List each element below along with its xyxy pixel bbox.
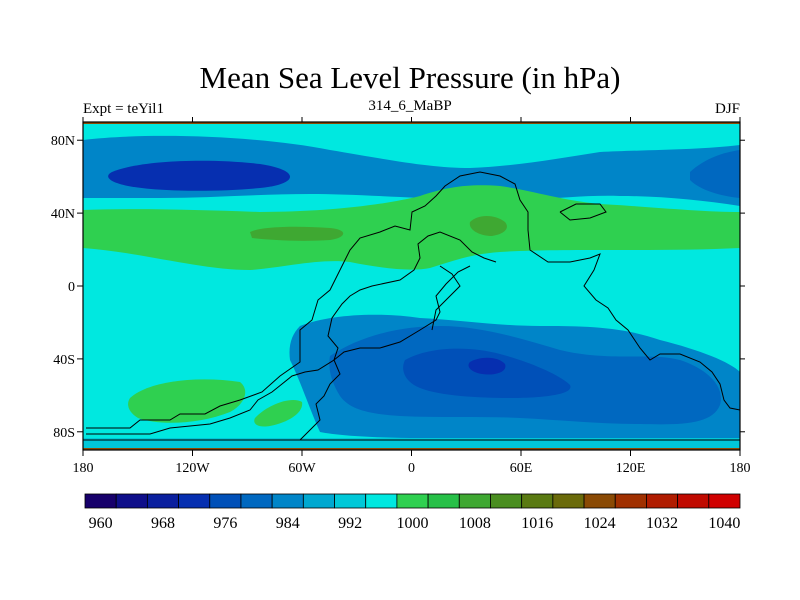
- map-area: [83, 122, 740, 450]
- season-label: DJF: [715, 101, 740, 117]
- x-tick-label: 120E: [616, 461, 646, 476]
- colorbar-swatch: [209, 493, 242, 509]
- colorbar-swatch: [552, 493, 585, 509]
- colorbar-swatch: [646, 493, 679, 509]
- x-tick-label: 120W: [175, 461, 210, 476]
- contour-north-low-core-outer: [108, 160, 290, 191]
- contour-south-low-core-inner: [468, 357, 506, 375]
- colorbar-label: 1040: [708, 515, 740, 532]
- colorbar-label: 960: [89, 515, 113, 532]
- x-tick-label: 60W: [288, 461, 316, 476]
- colorbar-swatch: [178, 493, 211, 509]
- x-axis: 180 120W 60W 0 60E 120E 180: [73, 117, 751, 476]
- colorbar-label: 976: [213, 515, 237, 532]
- colorbar-label: 1016: [521, 515, 553, 532]
- colorbar: 960 968 976 984 992 1000 1008 1016 1024 1032 1040: [84, 493, 741, 532]
- colorbar-label: 1032: [646, 515, 678, 532]
- colorbar-label: 1008: [459, 515, 491, 532]
- experiment-label: Expt = teYil1: [83, 101, 164, 117]
- colorbar-label: 992: [338, 515, 362, 532]
- contour-south-edge-band: [83, 438, 740, 450]
- colorbar-swatch: [490, 493, 523, 509]
- colorbar-label: 1000: [397, 515, 429, 532]
- colorbar-swatch: [427, 493, 460, 509]
- x-tick-label: 180: [73, 461, 94, 476]
- colorbar-swatch: [365, 493, 398, 509]
- contour-north-high-belt: [83, 185, 740, 270]
- y-tick-label: 40S: [53, 353, 75, 368]
- contour-south-high-west: [128, 379, 246, 423]
- x-tick-label: 0: [408, 461, 415, 476]
- colorbar-swatch: [677, 493, 710, 509]
- colorbar-swatch: [84, 493, 117, 509]
- y-tick-label: 0: [68, 280, 75, 295]
- colorbar-swatch: [396, 493, 429, 509]
- coastline-south-continent: [299, 265, 471, 441]
- contour-north-low-core-east: [690, 150, 740, 198]
- y-tick-label: 40N: [51, 207, 75, 222]
- colorbar-swatch: [240, 493, 273, 509]
- colorbar-label: 968: [151, 515, 175, 532]
- colorbar-swatch: [708, 493, 741, 509]
- coastline-outline: [83, 171, 740, 441]
- bottom-edge-line: [83, 448, 740, 450]
- contour-north-high-cell-east: [469, 216, 507, 236]
- colorbar-swatch: [458, 493, 491, 509]
- colorbar-swatch: [614, 493, 647, 509]
- y-tick-label: 80S: [53, 426, 75, 441]
- colorbar-swatch: [583, 493, 616, 509]
- colorbar-label: 984: [276, 515, 300, 532]
- top-edge-line: [83, 122, 740, 124]
- colorbar-swatch: [521, 493, 554, 509]
- contour-south-high-west-small: [254, 399, 303, 427]
- colorbar-swatch: [334, 493, 367, 509]
- y-tick-label: 80N: [51, 134, 75, 149]
- colorbar-swatch: [146, 493, 179, 509]
- colorbar-swatch: [271, 493, 304, 509]
- colorbar-label: 1024: [584, 515, 616, 532]
- x-tick-label: 60E: [510, 461, 533, 476]
- chart-title: Mean Sea Level Pressure (in hPa): [200, 60, 621, 95]
- colorbar-swatch: [115, 493, 148, 509]
- age-label: 314_6_MaBP: [368, 98, 451, 114]
- colorbar-swatch: [302, 493, 335, 509]
- y-axis: 80N 40N 0 40S 80S: [51, 134, 745, 441]
- x-tick-label: 180: [730, 461, 751, 476]
- contour-north-high-cell-west: [250, 226, 344, 241]
